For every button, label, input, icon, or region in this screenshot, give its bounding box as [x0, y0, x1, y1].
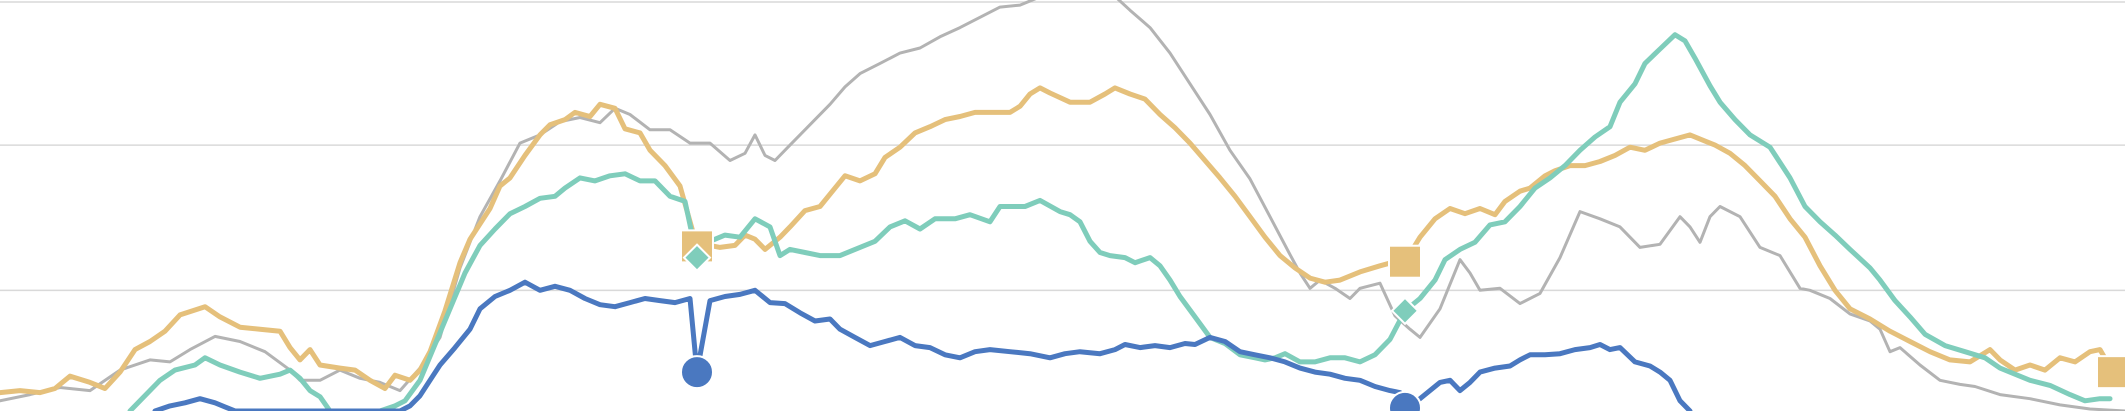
series-2-marker-0	[682, 243, 712, 273]
series-line-3	[152, 279, 1693, 411]
series-line-1	[0, 85, 2116, 396]
series-1-marker-1	[1388, 244, 1422, 279]
series-line-2	[127, 32, 2113, 411]
series-1-marker-2	[2096, 355, 2125, 390]
series-2-marker-1	[1390, 296, 1420, 326]
series-3-marker-1	[1388, 390, 1422, 411]
series-3-marker-0	[680, 355, 714, 390]
gridlines	[0, 1, 2125, 292]
series-markers	[680, 229, 2125, 411]
